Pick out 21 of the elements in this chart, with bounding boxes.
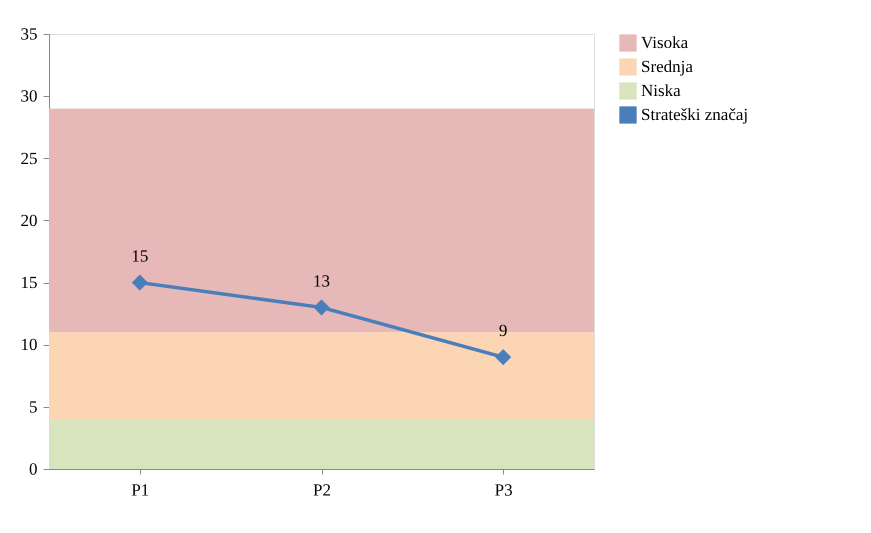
y-tick-label: 10 (20, 335, 38, 354)
y-tick-label: 5 (29, 397, 38, 416)
y-tick-label: 15 (20, 273, 38, 292)
data-label: 15 (131, 246, 148, 266)
y-tick-label: 35 (20, 24, 38, 44)
x-tick-label: P3 (494, 480, 513, 500)
point (313, 299, 330, 316)
data-label: 13 (313, 271, 330, 290)
point (132, 274, 148, 291)
y-tick-label: 0 (29, 460, 38, 478)
legend-label: Srednja (641, 57, 694, 76)
legend-label: Niska (641, 81, 682, 100)
point (495, 349, 512, 366)
y-tick-label: 20 (20, 210, 38, 230)
x-tick-label: P2 (313, 480, 331, 500)
legend-label: Strateški značaj (641, 105, 748, 124)
x-tick-label: P1 (131, 480, 150, 500)
legend-label: Visoka (641, 33, 689, 52)
y-tick-label: 25 (20, 148, 38, 168)
data-label: 9 (498, 321, 508, 340)
y-tick-label: 30 (20, 86, 38, 106)
